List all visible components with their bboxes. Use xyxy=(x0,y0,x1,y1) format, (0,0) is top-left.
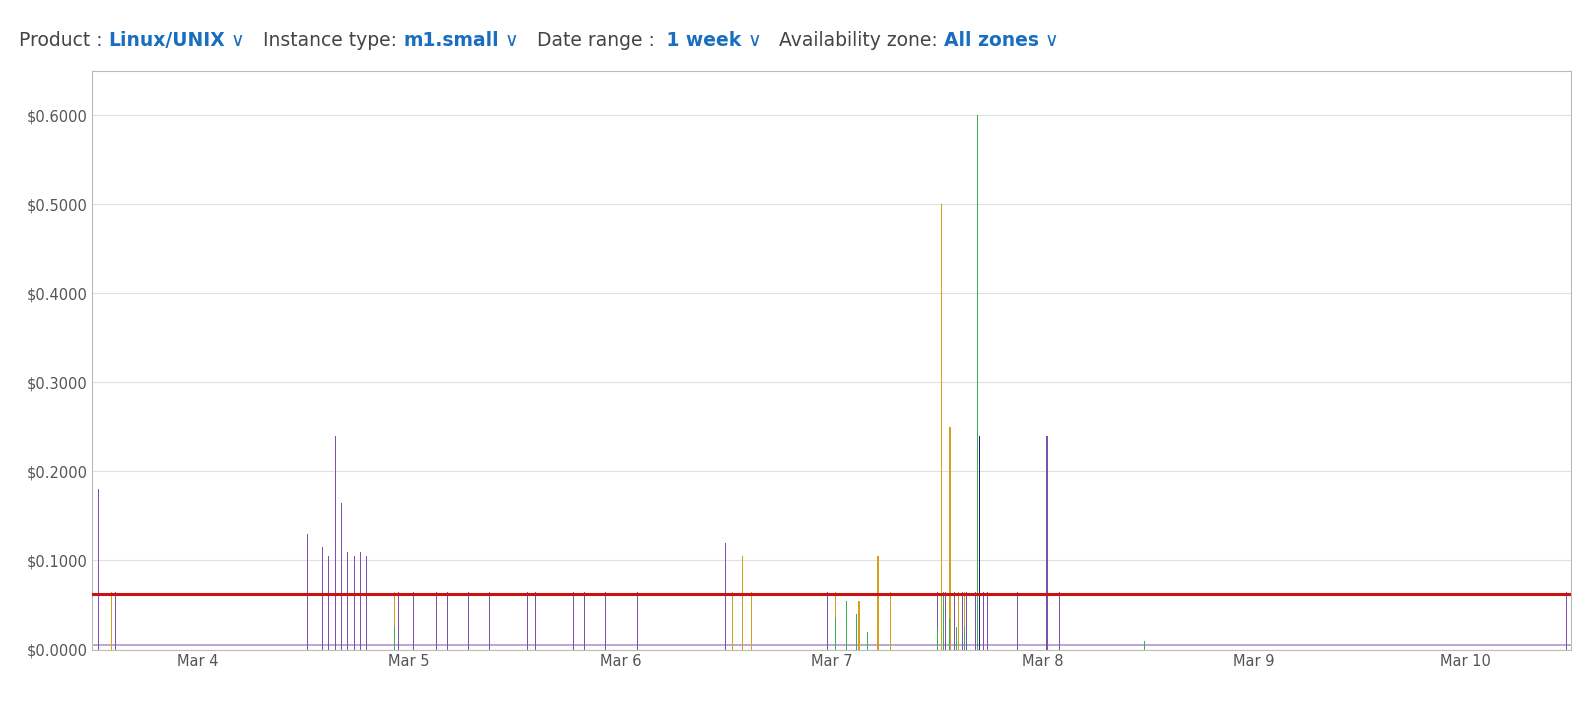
Text: ∨: ∨ xyxy=(226,32,245,50)
Bar xyxy=(878,556,879,650)
Bar xyxy=(859,601,860,650)
Text: ∨: ∨ xyxy=(499,32,518,50)
Text: ∨: ∨ xyxy=(741,32,762,50)
Text: Instance type:: Instance type: xyxy=(245,32,404,50)
Bar xyxy=(949,427,951,650)
Text: ∨: ∨ xyxy=(1040,32,1059,50)
Text: Availability zone:: Availability zone: xyxy=(762,32,944,50)
Text: All zones: All zones xyxy=(944,32,1040,50)
Text: Linux/UNIX: Linux/UNIX xyxy=(108,32,226,50)
Text: 1 week: 1 week xyxy=(660,32,741,50)
Text: Product :: Product : xyxy=(19,32,108,50)
Text: m1.small: m1.small xyxy=(404,32,499,50)
Text: Date range :: Date range : xyxy=(518,32,660,50)
